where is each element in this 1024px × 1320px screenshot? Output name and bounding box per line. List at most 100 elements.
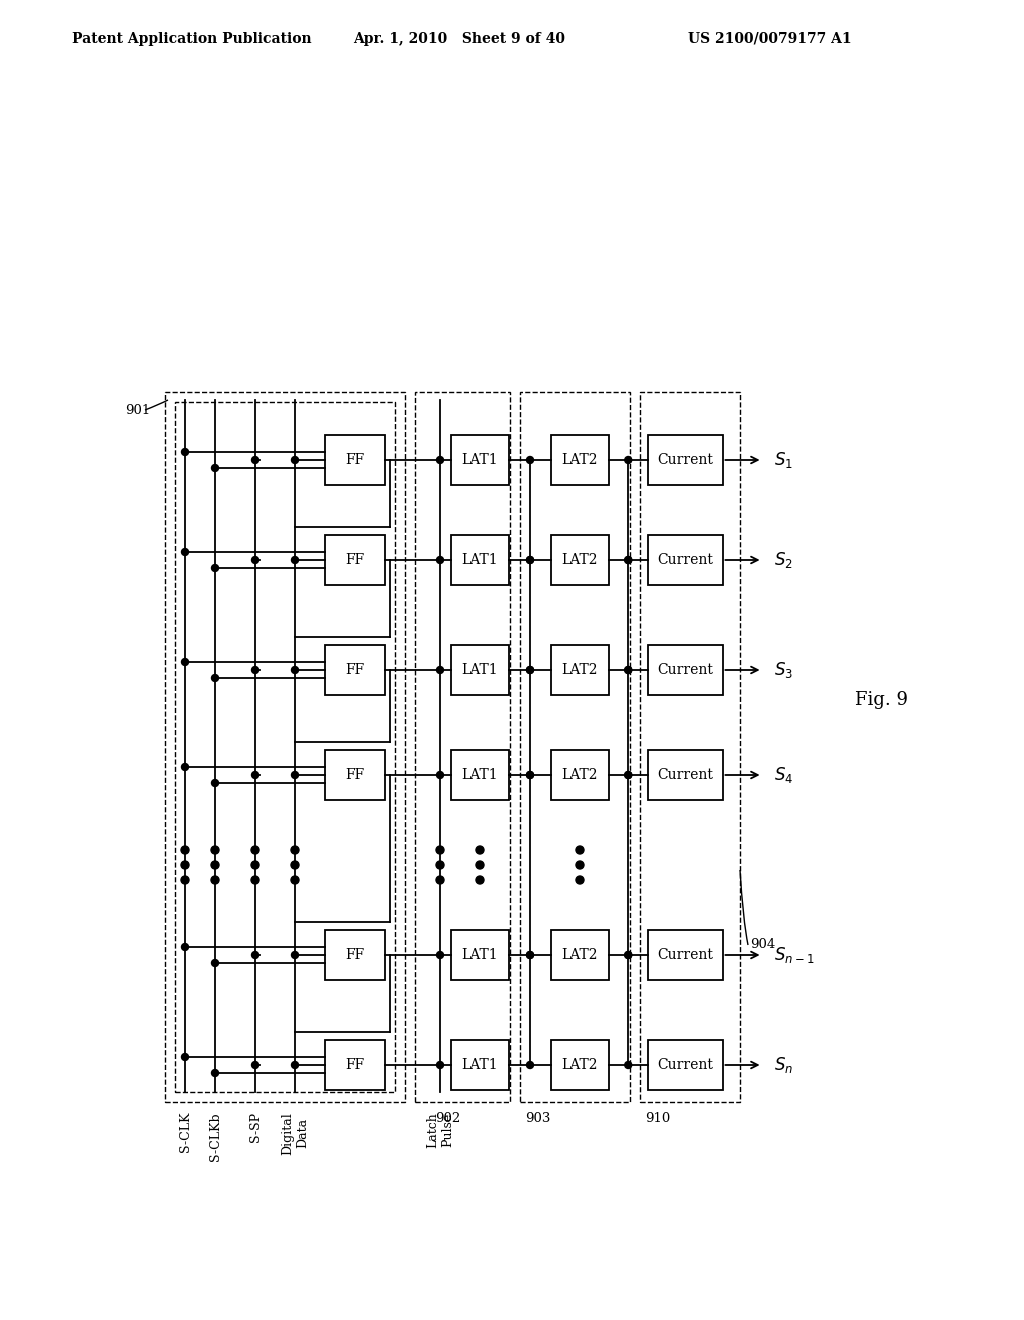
Circle shape <box>181 876 189 884</box>
Text: 903: 903 <box>525 1111 550 1125</box>
Bar <box>451 645 509 696</box>
Circle shape <box>251 846 259 854</box>
Text: $S_{4}$: $S_{4}$ <box>774 766 794 785</box>
Circle shape <box>291 846 299 854</box>
Circle shape <box>252 1061 258 1068</box>
Text: LAT2: LAT2 <box>562 768 598 781</box>
Circle shape <box>181 659 188 665</box>
Text: Current: Current <box>657 1059 713 1072</box>
Circle shape <box>251 876 259 884</box>
Text: $S_{n-1}$: $S_{n-1}$ <box>774 945 815 965</box>
Circle shape <box>526 952 534 958</box>
Text: Digital
Data: Digital Data <box>281 1111 309 1155</box>
Circle shape <box>625 1061 632 1068</box>
Circle shape <box>526 952 534 958</box>
Text: 910: 910 <box>645 1111 671 1125</box>
Bar <box>325 436 385 484</box>
Text: Current: Current <box>657 453 713 467</box>
Circle shape <box>436 771 443 779</box>
Circle shape <box>252 952 258 958</box>
Bar <box>551 535 609 585</box>
Bar <box>451 535 509 585</box>
Circle shape <box>292 557 299 564</box>
Text: Current: Current <box>657 948 713 962</box>
Bar <box>325 1040 385 1090</box>
Circle shape <box>181 449 188 455</box>
Bar <box>520 392 630 1102</box>
Text: LAT1: LAT1 <box>462 768 499 781</box>
Circle shape <box>291 861 299 869</box>
Text: LAT2: LAT2 <box>562 1059 598 1072</box>
Bar <box>325 535 385 585</box>
Bar <box>175 403 395 1092</box>
Circle shape <box>181 846 189 854</box>
Circle shape <box>181 763 188 771</box>
Text: LAT1: LAT1 <box>462 948 499 962</box>
Bar <box>647 645 723 696</box>
Text: Patent Application Publication: Patent Application Publication <box>72 32 311 46</box>
Bar <box>451 750 509 800</box>
Text: FF: FF <box>345 553 365 568</box>
Text: LAT2: LAT2 <box>562 948 598 962</box>
Circle shape <box>251 861 259 869</box>
Circle shape <box>476 876 484 884</box>
Circle shape <box>212 465 218 471</box>
Text: LAT1: LAT1 <box>462 553 499 568</box>
Circle shape <box>625 952 632 958</box>
Circle shape <box>436 846 444 854</box>
Circle shape <box>526 557 534 564</box>
Circle shape <box>625 771 632 779</box>
Text: FF: FF <box>345 453 365 467</box>
Circle shape <box>625 771 632 779</box>
Bar <box>647 535 723 585</box>
Text: $S_{3}$: $S_{3}$ <box>774 660 794 680</box>
Circle shape <box>212 675 218 681</box>
Text: LAT2: LAT2 <box>562 553 598 568</box>
Circle shape <box>625 667 632 673</box>
Bar <box>647 931 723 979</box>
Text: FF: FF <box>345 948 365 962</box>
Circle shape <box>436 667 443 673</box>
Circle shape <box>526 557 534 564</box>
Bar <box>325 645 385 696</box>
Bar <box>551 645 609 696</box>
Circle shape <box>436 557 443 564</box>
Circle shape <box>181 549 188 556</box>
Bar <box>451 1040 509 1090</box>
Circle shape <box>292 457 299 463</box>
Bar <box>647 750 723 800</box>
Bar <box>165 392 406 1102</box>
Text: US 2100/0079177 A1: US 2100/0079177 A1 <box>688 32 852 46</box>
Bar <box>551 436 609 484</box>
Text: Current: Current <box>657 553 713 568</box>
Circle shape <box>181 1053 188 1060</box>
Bar <box>551 931 609 979</box>
Circle shape <box>436 457 443 463</box>
Text: FF: FF <box>345 768 365 781</box>
Text: Current: Current <box>657 663 713 677</box>
Text: LAT1: LAT1 <box>462 1059 499 1072</box>
Circle shape <box>625 952 632 958</box>
Circle shape <box>526 457 534 463</box>
Circle shape <box>211 861 219 869</box>
Circle shape <box>252 457 258 463</box>
Circle shape <box>526 1061 534 1068</box>
Text: LAT2: LAT2 <box>562 663 598 677</box>
Text: Fig. 9: Fig. 9 <box>855 690 908 709</box>
Circle shape <box>181 944 188 950</box>
Circle shape <box>212 565 218 572</box>
Circle shape <box>291 876 299 884</box>
Bar <box>415 392 510 1102</box>
Circle shape <box>211 846 219 854</box>
Circle shape <box>436 952 443 958</box>
Bar <box>647 436 723 484</box>
Circle shape <box>252 667 258 673</box>
Circle shape <box>575 861 584 869</box>
Text: $S_{2}$: $S_{2}$ <box>774 550 794 570</box>
Circle shape <box>526 771 534 779</box>
Bar <box>551 1040 609 1090</box>
Text: FF: FF <box>345 1059 365 1072</box>
Text: LAT2: LAT2 <box>562 453 598 467</box>
Circle shape <box>526 667 534 673</box>
Bar <box>451 931 509 979</box>
